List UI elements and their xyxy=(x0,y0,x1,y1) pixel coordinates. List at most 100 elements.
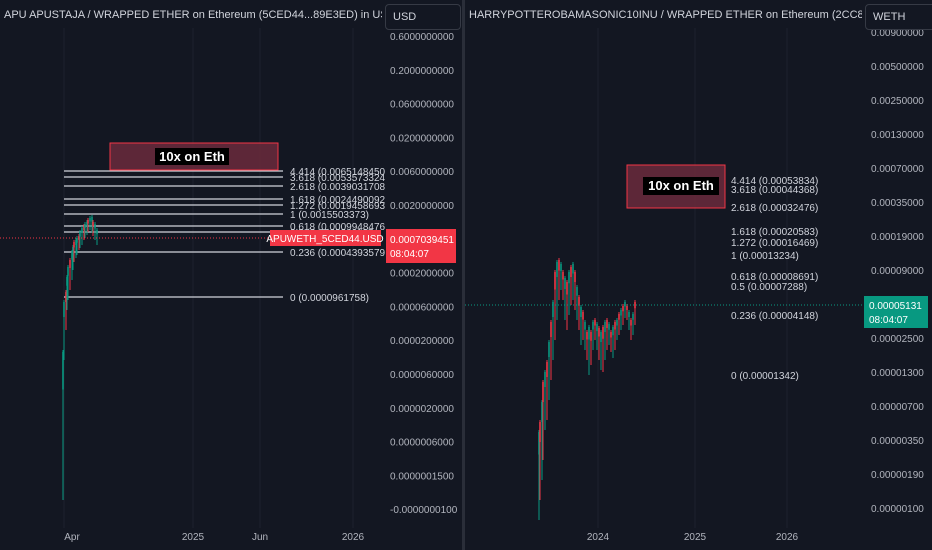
left-chart-panel[interactable]: 4.414 (0.0065148450 3.618 (0.0053573324 2.… xyxy=(0,0,462,550)
price-tick-label: 0.00130000 xyxy=(871,130,924,141)
left-price-axis[interactable]: 0.6000000000 0.2000000000 0.0600000000 0.02… xyxy=(390,32,458,516)
candle-body xyxy=(620,310,622,316)
left-price-tag-bg xyxy=(386,229,456,263)
price-tick-label: 0.00001300 xyxy=(871,368,924,379)
fib-level-label: 1.618 (0.0024490092 xyxy=(290,195,386,206)
candle-body xyxy=(594,320,596,326)
candle-body xyxy=(91,217,93,222)
price-tick-label: 0.0000200000 xyxy=(390,336,454,347)
fib-level-label: 0.5 (0.00007288) xyxy=(731,282,807,293)
candle-body xyxy=(580,307,582,317)
left-symbol-tag-bg xyxy=(270,230,381,246)
right-time-axis[interactable]: 2024 2025 2026 xyxy=(587,532,799,543)
candle-body xyxy=(586,332,588,340)
candle-body xyxy=(94,224,96,229)
candle-body xyxy=(81,228,83,233)
fib-level-label: 4.414 (0.00053834) xyxy=(731,176,818,187)
candle-body xyxy=(76,238,78,243)
candle-body xyxy=(572,264,574,274)
time-tick-label: 2026 xyxy=(776,532,799,543)
fib-level-label: 1 (0.00013234) xyxy=(731,251,799,262)
fib-level-label: 4.414 (0.0065148450 xyxy=(290,167,386,178)
fib-level-label: 1.272 (0.00016469) xyxy=(731,238,818,249)
candle-body xyxy=(592,322,594,330)
right-chart-title: HARRYPOTTEROBAMASONIC10INU / WRAPPED ETH… xyxy=(469,9,862,21)
candle-body xyxy=(590,332,592,341)
candle-body xyxy=(89,218,91,222)
candle-body xyxy=(630,320,632,326)
candle-body xyxy=(69,260,71,268)
left-annotation-text: 10x on Eth xyxy=(159,149,225,164)
candle-body xyxy=(541,402,543,422)
price-tick-label: 0.0000006000 xyxy=(390,438,454,449)
left-chart-title: APU APUSTAJA / WRAPPED ETHER on Ethereum… xyxy=(4,9,382,21)
right-candles xyxy=(538,258,636,520)
candle-body xyxy=(622,306,624,312)
candle-body xyxy=(596,324,598,331)
candle-body xyxy=(608,324,610,330)
candle-body xyxy=(65,292,67,302)
price-tick-label: 0.0060000000 xyxy=(390,167,454,178)
price-tick-label: 0.00000100 xyxy=(871,504,924,515)
fib-level-label: 1 (0.0015503373) xyxy=(290,210,369,221)
candle-body xyxy=(582,312,584,320)
candle-body xyxy=(618,314,620,320)
candle-body xyxy=(71,252,73,260)
candle-body xyxy=(67,267,69,276)
candle-body xyxy=(616,320,618,326)
price-tick-label: 0.0000001500 xyxy=(390,471,454,482)
time-tick-label: Apr xyxy=(64,532,80,543)
candle-body xyxy=(628,312,630,317)
right-annotation-text: 10x on Eth xyxy=(648,178,714,193)
left-currency-select[interactable]: USD xyxy=(385,4,461,30)
fib-level-label: 0 (0.0000961758) xyxy=(290,293,369,304)
price-tick-label: 0.0002000000 xyxy=(390,269,454,280)
candle-body xyxy=(73,242,75,248)
candle-body xyxy=(84,224,86,228)
right-price-axis[interactable]: 0.00900000 0.00500000 0.00250000 0.00130000… xyxy=(871,28,924,515)
price-tick-label: 0.00009000 xyxy=(871,266,924,277)
candle-body xyxy=(588,327,590,340)
price-tick-label: 0.00002500 xyxy=(871,334,924,345)
candle-body xyxy=(560,264,562,271)
candle-body xyxy=(63,302,65,317)
left-countdown: 08:04:07 xyxy=(390,249,429,260)
price-tick-label: 0.0200000000 xyxy=(390,133,454,144)
candle-body xyxy=(626,306,628,310)
price-tick-label: 0.00000700 xyxy=(871,402,924,413)
left-price-tag: 0.0007039451 xyxy=(390,235,454,246)
right-chart-panel[interactable]: 4.414 (0.00053834) 3.618 (0.00044368) 2.61… xyxy=(465,0,932,550)
candle-body xyxy=(538,432,540,455)
right-chart-canvas[interactable]: 4.414 (0.00053834)3.618 (0.00044368) 2.61… xyxy=(465,0,932,550)
candle-body xyxy=(92,222,94,226)
candle-body xyxy=(83,226,85,230)
price-tick-label: 0.00035000 xyxy=(871,198,924,209)
right-currency-select[interactable]: WETH xyxy=(865,4,932,30)
time-tick-label: 2026 xyxy=(342,532,365,543)
fib-level-label: 0 (0.00001342) xyxy=(731,371,799,382)
candle-body xyxy=(554,272,556,290)
candle-body xyxy=(542,382,544,402)
candle-body xyxy=(574,272,576,282)
left-time-axis[interactable]: Apr 2025 Jun 2026 xyxy=(64,532,364,543)
price-tick-label: 0.2000000000 xyxy=(390,66,454,77)
candle-body xyxy=(550,322,552,337)
candle-body xyxy=(62,352,64,390)
candle-body xyxy=(544,372,546,387)
right-fib-retracement[interactable]: 4.414 (0.00053834)3.618 (0.00044368) 2.61… xyxy=(731,176,932,382)
left-symbol-tag: APUWETH_5CED44.USD xyxy=(266,234,383,245)
candle-body xyxy=(568,272,570,284)
price-tick-label: 0.0020000000 xyxy=(390,201,454,212)
panel-divider[interactable] xyxy=(462,0,465,550)
candle-body xyxy=(66,277,68,286)
fib-level-label: 2.618 (0.00032476) xyxy=(731,203,818,214)
price-tick-label: 0.00019000 xyxy=(871,232,924,243)
time-tick-label: 2025 xyxy=(182,532,205,543)
price-tick-label: 0.00500000 xyxy=(871,62,924,73)
candle-body xyxy=(598,328,600,337)
fib-level-label: 0.618 (0.0009948476 xyxy=(290,222,386,233)
fib-level-label: 1.272 (0.0019458693 xyxy=(290,201,386,212)
price-tick-label: -0.0000000100 xyxy=(390,505,458,516)
